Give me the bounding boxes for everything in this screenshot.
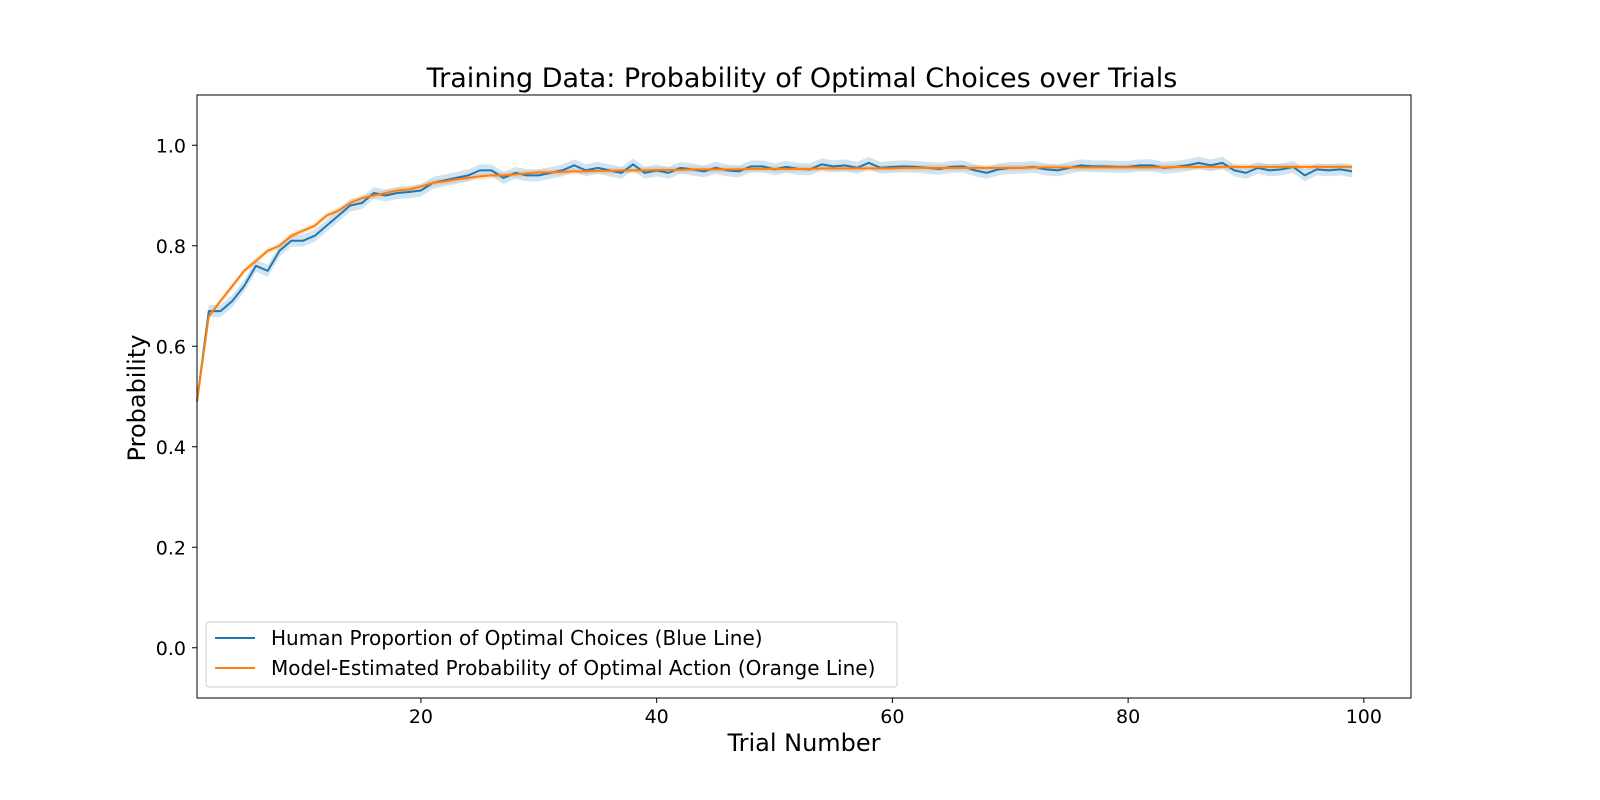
chart-title: Training Data: Probability of Optimal Ch… bbox=[426, 63, 1178, 94]
x-axis: 20 40 60 80 100 bbox=[409, 698, 1382, 728]
x-tick-label: 80 bbox=[1116, 706, 1140, 728]
legend: Human Proportion of Optimal Choices (Blu… bbox=[205, 621, 898, 688]
legend-label-model: Model-Estimated Probability of Optimal A… bbox=[271, 656, 875, 680]
legend-label-human: Human Proportion of Optimal Choices (Blu… bbox=[271, 626, 763, 650]
series-line-1 bbox=[196, 165, 1353, 402]
series-lines bbox=[196, 161, 1353, 402]
y-axis-label: Probability bbox=[123, 335, 151, 462]
y-tick-label: 1.0 bbox=[156, 135, 186, 157]
x-tick-label: 100 bbox=[1346, 706, 1382, 728]
y-axis: 0.0 0.2 0.4 0.6 0.8 1.0 bbox=[156, 135, 197, 660]
y-tick-label: 0.0 bbox=[156, 638, 186, 660]
y-tick-label: 0.6 bbox=[156, 336, 186, 358]
plot-frame bbox=[196, 94, 1412, 699]
x-axis-label: Trial Number bbox=[726, 729, 880, 757]
y-tick-label: 0.2 bbox=[156, 537, 186, 559]
legend-box bbox=[205, 621, 898, 688]
y-tick-label: 0.4 bbox=[156, 437, 186, 459]
confidence-bands bbox=[197, 156, 1353, 408]
x-tick-label: 40 bbox=[645, 706, 669, 728]
x-tick-label: 20 bbox=[409, 706, 433, 728]
y-tick-label: 0.8 bbox=[156, 236, 186, 258]
plot-area bbox=[196, 156, 1353, 408]
x-tick-label: 60 bbox=[880, 706, 904, 728]
